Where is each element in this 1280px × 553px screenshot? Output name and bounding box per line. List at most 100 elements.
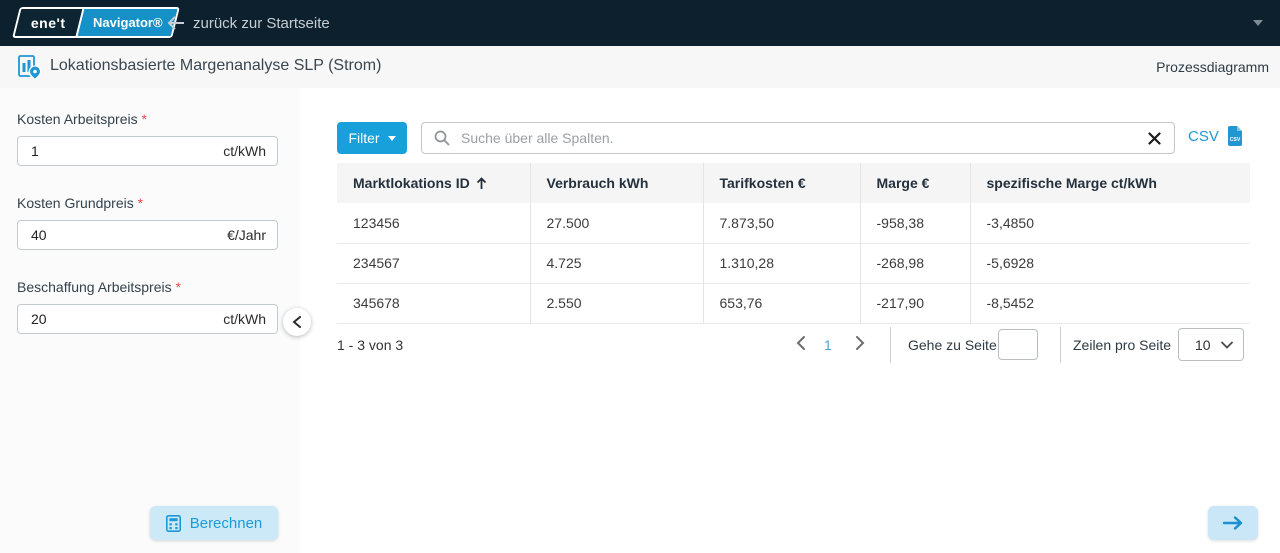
cell-spezifische-marge: -3,4850 — [969, 203, 1250, 244]
next-page-button[interactable] — [853, 333, 868, 353]
brand-segment: ene't — [14, 9, 82, 36]
arrow-right-icon — [1223, 516, 1243, 530]
back-to-home-link[interactable]: zurück zur Startseite — [167, 0, 330, 46]
rows-per-page-label: Zeilen pro Seite — [1073, 337, 1172, 353]
cell-spezifische-marge: -8,5452 — [969, 283, 1250, 324]
search-input[interactable] — [459, 129, 1146, 147]
chevron-down-icon — [1221, 341, 1233, 349]
cell-tarifkosten: 7.873,50 — [702, 203, 860, 244]
sidebar-collapse-button[interactable] — [283, 308, 311, 336]
field-kosten-arbeitspreis: ct/kWh — [17, 136, 278, 166]
label-text: Kosten Grundpreis — [17, 195, 134, 211]
filter-button-label: Filter — [348, 130, 380, 146]
beschaffung-arbeitspreis-input[interactable] — [17, 304, 278, 334]
search-icon — [434, 130, 450, 146]
table-pagination: 1 - 3 von 3 1 Gehe zu Seite Zeilen pro S… — [337, 325, 1250, 365]
account-menu-caret-icon[interactable] — [1253, 20, 1263, 26]
required-marker: * — [137, 195, 144, 211]
chevron-left-icon — [795, 335, 806, 351]
required-marker: * — [175, 279, 181, 295]
sort-ascending-icon — [476, 177, 487, 190]
process-diagram-link[interactable]: Prozessdiagramm — [1156, 59, 1269, 75]
cell-marge: -268,98 — [859, 243, 970, 284]
column-header-label: Marktlokations ID — [353, 175, 470, 191]
parameter-sidebar: Kosten Arbeitspreis * ct/kWh Kosten Grun… — [0, 88, 300, 553]
current-page-number[interactable]: 1 — [824, 337, 832, 353]
unit-label: €/Jahr — [227, 227, 266, 243]
top-navigation-bar: ene't Navigator® zurück zur Startseite — [0, 0, 1280, 46]
kosten-grundpreis-input[interactable] — [17, 220, 278, 250]
csv-export-label: CSV — [1188, 127, 1219, 145]
close-icon — [1148, 131, 1161, 145]
row-range-text: 1 - 3 von 3 — [337, 337, 404, 353]
brand-text: ene't — [31, 14, 66, 31]
filter-button[interactable]: Filter — [337, 122, 407, 154]
cell-tarifkosten: 1.310,28 — [702, 243, 860, 284]
column-header-verbrauch[interactable]: Verbrauch kWh — [529, 163, 703, 203]
cell-marktlokations-id: 123456 — [337, 203, 530, 244]
margin-analysis-report-icon — [15, 53, 43, 86]
column-header-label: Marge € — [876, 175, 930, 191]
table-row: 234567 4.725 1.310,28 -268,98 -5,6928 — [337, 243, 1250, 284]
label-text: Beschaffung Arbeitspreis — [17, 279, 172, 295]
column-header-tarifkosten[interactable]: Tarifkosten € — [702, 163, 860, 203]
calculate-button-label: Berechnen — [189, 514, 263, 532]
field-label-beschaffung-arbeitspreis: Beschaffung Arbeitspreis * — [17, 279, 278, 295]
column-header-spezifische-marge[interactable]: spezifische Marge ct/kWh — [969, 163, 1250, 203]
column-header-label: Tarifkosten € — [719, 175, 806, 191]
required-marker: * — [141, 111, 147, 127]
cell-verbrauch: 27.500 — [529, 203, 703, 244]
chevron-right-icon — [855, 335, 866, 351]
cell-tarifkosten: 653,76 — [702, 283, 860, 324]
back-link-label: zurück zur Startseite — [193, 14, 330, 32]
cell-marge: -958,38 — [859, 203, 970, 244]
csv-file-icon: CSV — [1227, 126, 1243, 146]
calculator-icon — [165, 514, 181, 532]
previous-page-button[interactable] — [793, 333, 808, 353]
product-text: Navigator® — [92, 15, 163, 30]
page-title: Lokationsbasierte Margenanalyse SLP (Str… — [50, 57, 382, 74]
page-header: Lokationsbasierte Margenanalyse SLP (Str… — [0, 46, 1280, 88]
table-row: 345678 2.550 653,76 -217,90 -8,5452 — [337, 283, 1250, 324]
results-panel: Filter CSV CSV — [337, 88, 1250, 553]
pagination-divider — [890, 327, 891, 363]
back-arrow-icon — [167, 16, 185, 30]
svg-text:CSV: CSV — [1230, 137, 1241, 143]
field-label-kosten-arbeitspreis: Kosten Arbeitspreis * — [17, 111, 278, 127]
next-step-button[interactable] — [1208, 506, 1258, 540]
field-label-kosten-grundpreis: Kosten Grundpreis * — [17, 195, 278, 211]
unit-label: ct/kWh — [223, 311, 266, 327]
field-kosten-grundpreis: €/Jahr — [17, 220, 278, 250]
column-header-label: Verbrauch kWh — [546, 175, 649, 191]
csv-export-link[interactable]: CSV CSV — [1188, 126, 1243, 146]
column-header-marge[interactable]: Marge € — [859, 163, 970, 203]
cell-marge: -217,90 — [859, 283, 970, 324]
caret-down-icon — [387, 135, 396, 141]
cell-marktlokations-id: 234567 — [337, 243, 530, 284]
cell-spezifische-marge: -5,6928 — [969, 243, 1250, 284]
column-header-label: spezifische Marge ct/kWh — [986, 175, 1157, 191]
goto-page-label: Gehe zu Seite — [908, 337, 997, 353]
rows-per-page-value: 10 — [1195, 336, 1211, 353]
enet-navigator-logo[interactable]: ene't Navigator® — [12, 7, 181, 38]
cell-verbrauch: 2.550 — [529, 283, 703, 324]
cell-marktlokations-id: 345678 — [337, 283, 530, 324]
calculate-button[interactable]: Berechnen — [150, 506, 278, 540]
kosten-arbeitspreis-input[interactable] — [17, 136, 278, 166]
pagination-divider — [1060, 327, 1061, 363]
table-header-row: Marktlokations ID Verbrauch kWh Tarifkos… — [337, 163, 1250, 203]
label-text: Kosten Arbeitspreis — [17, 111, 138, 127]
rows-per-page-select[interactable]: 10 — [1178, 328, 1244, 361]
column-header-marktlokations-id[interactable]: Marktlokations ID — [337, 163, 530, 203]
cell-verbrauch: 4.725 — [529, 243, 703, 284]
margin-analysis-table: Marktlokations ID Verbrauch kWh Tarifkos… — [337, 163, 1250, 324]
field-beschaffung-arbeitspreis: ct/kWh — [17, 304, 278, 334]
goto-page-input[interactable] — [998, 329, 1038, 360]
unit-label: ct/kWh — [223, 143, 266, 159]
product-segment: Navigator® — [75, 9, 178, 36]
table-search — [421, 122, 1175, 154]
clear-search-button[interactable] — [1146, 130, 1163, 147]
table-row: 123456 27.500 7.873,50 -958,38 -3,4850 — [337, 203, 1250, 244]
chevron-left-icon — [292, 316, 302, 328]
